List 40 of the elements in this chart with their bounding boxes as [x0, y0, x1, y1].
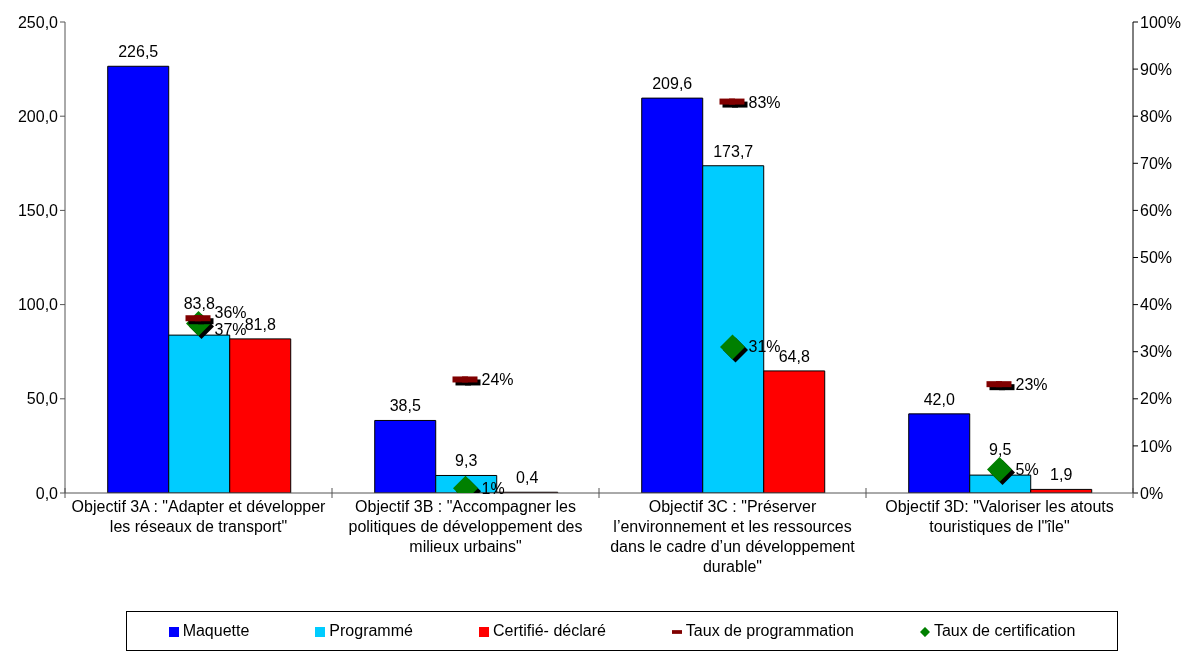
legend-label: Certifié- déclaré — [492, 622, 606, 639]
y2-tick-label: 60% — [1140, 202, 1173, 220]
y2-tick-label: 10% — [1140, 437, 1173, 455]
y2-tick-label: 70% — [1140, 154, 1173, 172]
x-tick-label: Objectif 3C : "Préserver l’environnement et les ressources dans le cadre d’un développement durable" — [610, 498, 856, 575]
y-tick-label: 250,0 — [17, 13, 59, 31]
data-label: 173,7 — [713, 142, 754, 160]
data-label: 38,5 — [389, 397, 421, 415]
x-tick-label: Objectif 3B : "Accompagner les politiques de développement des milieux urbains" — [348, 498, 583, 555]
y-tick-label: 100,0 — [17, 296, 59, 314]
y2-tick-label: 20% — [1140, 390, 1173, 408]
legend-label: Programmé — [329, 622, 413, 639]
data-label: 9,3 — [455, 452, 478, 470]
legend-label: Taux de certification — [933, 622, 1076, 639]
data-label: 83% — [748, 93, 781, 111]
y2-tick-label: 100% — [1140, 13, 1181, 31]
y-tick-label: 50,0 — [26, 390, 59, 408]
data-label: 9,5 — [989, 440, 1012, 458]
y-tick-label: 150,0 — [17, 202, 59, 220]
legend-label: Maquette — [182, 622, 250, 639]
y2-tick-label: 50% — [1140, 249, 1173, 267]
data-label: 209,6 — [652, 75, 693, 93]
data-label: 42,0 — [923, 390, 955, 408]
data-label: 1,9 — [1050, 466, 1073, 484]
data-label: 226,5 — [118, 43, 159, 61]
data-label: 83,8 — [183, 294, 215, 312]
x-tick-label: Objectif 3A : "Adapter et développer les réseaux de transport" — [71, 498, 327, 535]
legend-label: Taux de programmation — [685, 622, 854, 639]
y2-tick-label: 90% — [1140, 60, 1173, 78]
data-label: 5% — [1015, 460, 1039, 478]
data-label: 0,4 — [516, 469, 539, 487]
y2-tick-label: 40% — [1140, 296, 1173, 314]
x-tick-label: Objectif 3D: "Valoriser les atouts touristiques de l"île" — [885, 498, 1114, 535]
y2-tick-label: 30% — [1140, 343, 1173, 361]
y-tick-label: 0,0 — [35, 484, 59, 502]
data-label: 24% — [481, 371, 514, 389]
y-tick-label: 200,0 — [17, 107, 59, 125]
y2-tick-label: 0% — [1140, 484, 1164, 502]
y2-tick-label: 80% — [1140, 107, 1173, 125]
data-label: 23% — [1015, 376, 1048, 394]
